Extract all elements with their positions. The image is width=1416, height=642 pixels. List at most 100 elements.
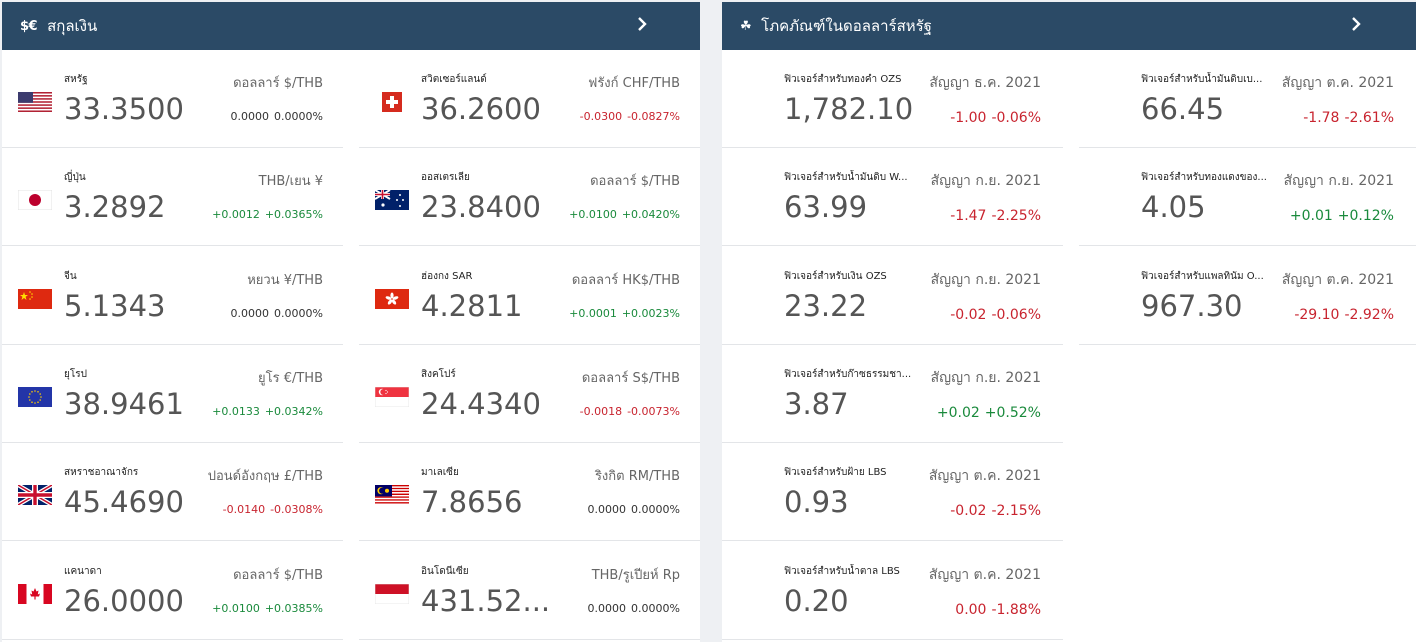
commodity-name: ฟิวเจอร์สำหรับก๊าซธรรมชา... bbox=[784, 368, 912, 380]
change-value: +0.0100 bbox=[569, 208, 617, 222]
currency-rate: 4.2811 bbox=[421, 288, 523, 323]
currency-rate: 24.4340 bbox=[421, 386, 541, 421]
commodity-price: 63.99 bbox=[784, 190, 868, 225]
currency-card[interactable]: สหรัฐ 33.3500 ดอลลาร์ $/THB 0.0000 0.0000% bbox=[2, 50, 343, 148]
commodity-price: 4.05 bbox=[1141, 190, 1206, 225]
commodity-panel: ☘ โภคภัณฑ์ในดอลลาร์สหรัฐ ฟิวเจอร์สำหรับท… bbox=[722, 2, 1416, 642]
currency-rate: 45.4690 bbox=[64, 485, 184, 520]
commodity-card[interactable]: ฟิวเจอร์สำหรับทองแดงของ... 4.05 สัญญา ก.ย.… bbox=[1079, 148, 1416, 247]
chevron-right-icon[interactable] bbox=[632, 14, 652, 34]
flag-gb-icon bbox=[18, 485, 52, 506]
commodity-card[interactable]: ฟิวเจอร์สำหรับน้ำมันดิบ W... 63.99 สัญญา ก… bbox=[722, 148, 1063, 247]
commodity-contract: สัญญา ก.ย. 2021 bbox=[1283, 173, 1394, 190]
currency-card[interactable]: ฮ่องกง SAR 4.2811 ดอลลาร์ HK$/THB +0.0001 +0… bbox=[359, 247, 700, 345]
commodity-contract: สัญญา ต.ค. 2021 bbox=[928, 468, 1041, 485]
commodity-price: 23.22 bbox=[784, 288, 868, 323]
chevron-right-icon[interactable] bbox=[1346, 14, 1366, 34]
commodity-price: 3.87 bbox=[784, 386, 849, 421]
currency-change: -0.0140 -0.0308% bbox=[223, 503, 323, 516]
change-value: -29.10 bbox=[1294, 306, 1340, 323]
currency-name: ยุโรป bbox=[64, 368, 87, 380]
flag-id-icon bbox=[375, 583, 409, 604]
change-percent: +0.0365% bbox=[264, 208, 323, 222]
change-percent: -0.0308% bbox=[270, 503, 323, 517]
commodity-name: ฟิวเจอร์สำหรับน้ำตาล LBS bbox=[784, 565, 900, 577]
commodity-name: ฟิวเจอร์สำหรับทองแดงของ... bbox=[1141, 172, 1267, 184]
change-value: +0.0100 bbox=[212, 601, 260, 615]
commodity-price: 1,782.10 bbox=[784, 92, 914, 126]
flag-cn-icon bbox=[18, 288, 52, 309]
change-percent: 0.0000% bbox=[274, 306, 323, 320]
currency-card[interactable]: แคนาดา 26.0000 ดอลลาร์ $/THB +0.0100 +0.0385… bbox=[2, 542, 343, 640]
currency-card[interactable]: สวิตเซอร์แลนด์ 36.2600 ฟรังก์ CHF/THB -0.03… bbox=[359, 50, 700, 148]
currency-card[interactable]: ออสเตรเลีย 23.8400 ดอลลาร์ $/THB +0.0100 +0.… bbox=[359, 148, 700, 247]
commodity-card[interactable]: ฟิวเจอร์สำหรับน้ำตาล LBS 0.20 สัญญา ต.ค. 2… bbox=[722, 542, 1063, 640]
currency-unit: ยูโร €/THB bbox=[258, 370, 323, 386]
currency-rate: 5.1343 bbox=[64, 288, 166, 323]
commodity-change: +0.01 +0.12% bbox=[1290, 208, 1394, 224]
currency-card[interactable]: สิงคโปร์ 24.4340 ดอลลาร์ S$/THB -0.0018 -0.0… bbox=[359, 345, 700, 443]
commodity-card[interactable]: ฟิวเจอร์สำหรับแพลทินัม O... 967.30 สัญญา ต… bbox=[1079, 247, 1416, 345]
currency-unit: ดอลลาร์ $/THB bbox=[233, 567, 323, 583]
commodity-name: ฟิวเจอร์สำหรับเงิน OZS bbox=[784, 270, 887, 282]
currency-name: สวิตเซอร์แลนด์ bbox=[421, 74, 487, 85]
commodity-panel-header[interactable]: ☘ โภคภัณฑ์ในดอลลาร์สหรัฐ bbox=[722, 2, 1416, 50]
currency-change: +0.0100 +0.0420% bbox=[569, 208, 680, 221]
flag-ch-icon bbox=[375, 92, 409, 112]
change-percent: +0.52% bbox=[984, 404, 1041, 421]
commodity-contract: สัญญา ต.ค. 2021 bbox=[1281, 75, 1394, 91]
commodity-card[interactable]: ฟิวเจอร์สำหรับฝ้าย LBS 0.93 สัญญา ต.ค. 202… bbox=[722, 443, 1063, 542]
commodity-change: -0.02 -2.15% bbox=[950, 503, 1041, 519]
flag-my-icon bbox=[375, 485, 409, 506]
wheat-icon: ☘ bbox=[740, 18, 752, 34]
commodity-contract: สัญญา ต.ค. 2021 bbox=[928, 566, 1041, 583]
change-value: -0.02 bbox=[950, 503, 987, 520]
commodity-card[interactable]: ฟิวเจอร์สำหรับน้ำมันดิบเบ... 66.45 สัญญา ต… bbox=[1079, 50, 1416, 148]
currency-card[interactable]: มาเลเซีย 7.8656 ริงกิต RM/THB 0.0000 0.0000% bbox=[359, 443, 700, 542]
currency-change: +0.0001 +0.0023% bbox=[569, 307, 680, 320]
currency-unit: THB/เยน ¥ bbox=[258, 174, 323, 190]
change-value: -0.02 bbox=[950, 306, 987, 323]
currency-name: แคนาดา bbox=[64, 565, 102, 577]
currency-unit: ดอลลาร์ HK$/THB bbox=[571, 272, 680, 288]
commodity-name: ฟิวเจอร์สำหรับฝ้าย LBS bbox=[784, 467, 887, 479]
change-value: 0.0000 bbox=[587, 601, 627, 615]
currency-panel: $€ สกุลเงิน สหรัฐ 33.3500 ดอลลาร์ $/THB 0.0… bbox=[2, 2, 700, 642]
change-value: -1.00 bbox=[950, 110, 987, 126]
commodity-card[interactable]: ฟิวเจอร์สำหรับทองคำ OZS 1,782.10 สัญญา ธ.ค… bbox=[722, 50, 1063, 148]
currency-card[interactable]: สหราชอาณาจักร 45.4690 ปอนด์อังกฤษ £/THB -0.… bbox=[2, 443, 343, 542]
commodity-card[interactable]: ฟิวเจอร์สำหรับก๊าซธรรมชา... 3.87 สัญญา ก.ย… bbox=[722, 345, 1063, 443]
change-percent: +0.12% bbox=[1337, 208, 1394, 225]
change-value: -0.0140 bbox=[222, 503, 266, 517]
change-value: -0.0018 bbox=[579, 404, 623, 418]
currency-card[interactable]: จีน 5.1343 หยวน ¥/THB 0.0000 0.0000% bbox=[2, 247, 343, 345]
change-percent: 0.0000% bbox=[274, 110, 323, 123]
commodity-card[interactable]: ฟิวเจอร์สำหรับเงิน OZS 23.22 สัญญา ก.ย. 20… bbox=[722, 247, 1063, 345]
currency-unit: หยวน ¥/THB bbox=[247, 272, 323, 288]
commodity-name: ฟิวเจอร์สำหรับน้ำมันดิบ W... bbox=[784, 172, 908, 184]
change-percent: -2.25% bbox=[991, 208, 1041, 225]
currency-name: ออสเตรเลีย bbox=[421, 172, 470, 184]
currency-rate: 3.2892 bbox=[64, 190, 166, 225]
flag-us-icon bbox=[18, 92, 52, 112]
currency-panel-title: สกุลเงิน bbox=[47, 17, 98, 35]
currency-card[interactable]: อินโดนีเซีย 431.52... THB/รูเปียห์ Rp 0.000… bbox=[359, 542, 700, 640]
currency-unit: ดอลลาร์ $/THB bbox=[233, 76, 323, 91]
currency-card[interactable]: ญี่ปุ่น 3.2892 THB/เยน ¥ +0.0012 +0.0365% bbox=[2, 148, 343, 247]
change-percent: -2.92% bbox=[1344, 306, 1394, 323]
currency-rate: 36.2600 bbox=[421, 92, 541, 126]
commodity-contract: สัญญา ก.ย. 2021 bbox=[930, 271, 1041, 288]
change-percent: -2.15% bbox=[991, 503, 1041, 520]
commodity-change: 0.00 -1.88% bbox=[955, 602, 1041, 618]
currency-panel-header[interactable]: $€ สกุลเงิน bbox=[2, 2, 700, 50]
commodity-contract: สัญญา ก.ย. 2021 bbox=[930, 369, 1041, 386]
currency-unit: ปอนด์อังกฤษ £/THB bbox=[207, 469, 323, 485]
change-percent: +0.0420% bbox=[621, 208, 680, 222]
currency-change: 0.0000 0.0000% bbox=[231, 110, 323, 123]
commodity-change: +0.02 +0.52% bbox=[937, 405, 1041, 421]
currency-card[interactable]: ยุโรป 38.9461 ยูโร €/THB +0.0133 +0.0342% bbox=[2, 345, 343, 443]
commodity-change: -1.78 -2.61% bbox=[1303, 110, 1394, 126]
change-percent: -0.06% bbox=[991, 306, 1041, 323]
change-value: +0.0001 bbox=[569, 306, 617, 320]
change-value: -0.0300 bbox=[579, 110, 623, 123]
